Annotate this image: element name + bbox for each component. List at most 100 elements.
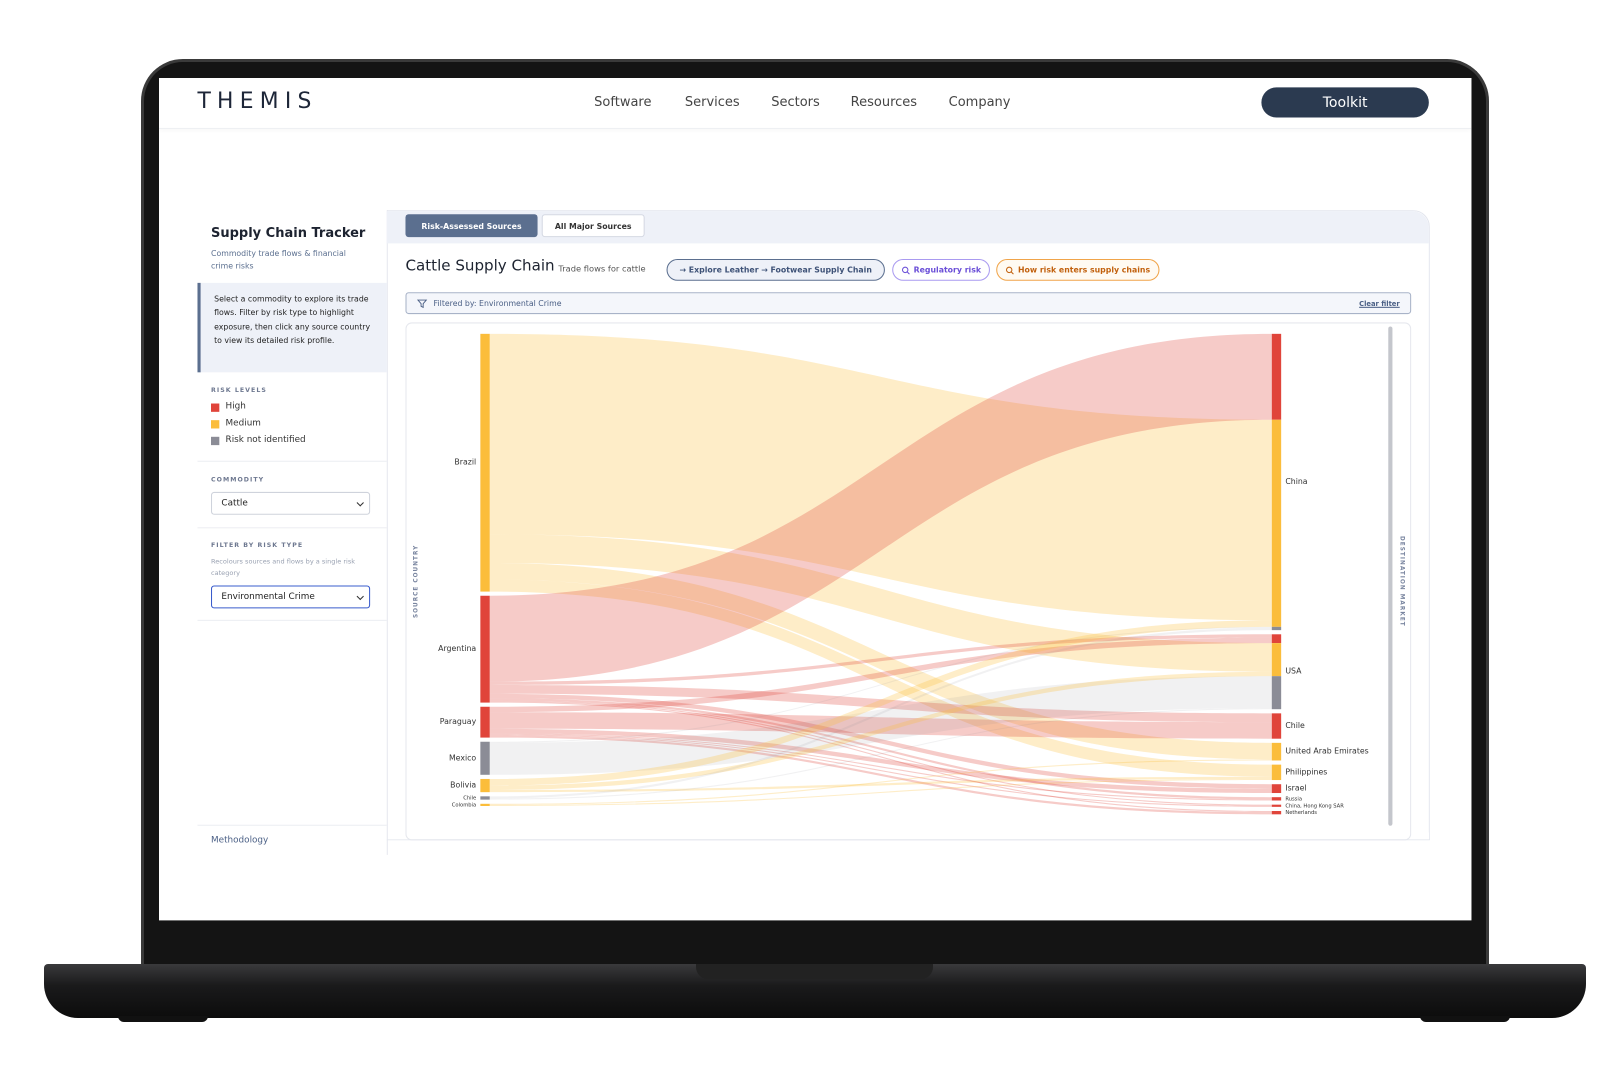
target-node-segment (1271, 804, 1282, 807)
flow (489, 728, 1272, 794)
legend-label: Risk not identified (225, 434, 306, 446)
flow (489, 693, 1272, 789)
nav-bar: THEMIS Software Services Sectors Resourc… (159, 78, 1472, 129)
divider (197, 527, 387, 529)
target-node-segment (1271, 713, 1282, 739)
divider (197, 619, 387, 621)
risk-type-select[interactable]: Environmental Crime (211, 585, 371, 609)
commodity-select[interactable]: Cattle (211, 491, 371, 515)
source-label: Argentina (438, 644, 476, 653)
flow (489, 627, 1272, 799)
flow (489, 620, 1272, 786)
sidebar: Supply Chain Tracker Commodity trade flo… (197, 210, 388, 855)
flow (489, 634, 1272, 685)
target-node-segment (1271, 797, 1282, 801)
flow (489, 712, 1272, 739)
flow (489, 735, 1272, 815)
target-label: Russia (1285, 796, 1302, 802)
flow (489, 778, 1272, 806)
source-label: Paraguay (440, 717, 477, 726)
nav-link[interactable]: Sectors (771, 93, 820, 110)
filter-description: Recolours sources and flows by a single … (211, 558, 356, 578)
filter-icon (416, 299, 428, 309)
flow (489, 701, 1272, 813)
target-label: Israel (1285, 784, 1306, 793)
target-node-segment (1271, 333, 1282, 420)
main-panel: Risk-Assessed Sources All Major Sources (386, 210, 1430, 841)
axis-label: SOURCE COUNTRY (413, 545, 419, 618)
source-node[interactable] (480, 803, 490, 806)
risk-entry-pill[interactable]: How risk enters supply chains (996, 258, 1160, 281)
nav-link[interactable]: Company (948, 93, 1011, 110)
methodology-link[interactable]: Methodology (211, 835, 269, 846)
section-heading: COMMODITY (211, 476, 265, 484)
target-label: China, Hong Kong SAR (1285, 803, 1344, 809)
scrollbar (1388, 326, 1393, 826)
logo[interactable]: THEMIS (197, 88, 318, 114)
nav-link[interactable]: Software (594, 93, 652, 110)
target-node-segment (1271, 742, 1282, 761)
tab[interactable]: All Major Sources (541, 214, 645, 238)
nav-link[interactable]: Resources (850, 93, 918, 110)
regulatory-pill[interactable]: Regulatory risk (892, 258, 990, 281)
flow (489, 759, 1272, 805)
target-label: China (1285, 477, 1307, 486)
target-label: Chile (1285, 721, 1305, 730)
source-label: Brazil (454, 458, 476, 467)
target-node-segment (1271, 634, 1282, 644)
flow (489, 733, 1272, 801)
tab-active[interactable]: Risk-Assessed Sources (405, 214, 538, 238)
target-node-segment (1271, 676, 1282, 710)
clear-filter[interactable]: Clear filter (1359, 299, 1400, 308)
source-label: Chile (463, 795, 476, 801)
filter-bar: Filtered by: Environmental Crime Clear f… (405, 292, 1412, 315)
source-node[interactable] (480, 796, 490, 800)
pill-label: Regulatory risk (913, 265, 982, 275)
flow (489, 562, 1272, 760)
search-icon (901, 266, 910, 274)
flow (489, 333, 1272, 682)
flow (489, 671, 1272, 790)
divider (197, 460, 387, 462)
target-node-segment (1271, 811, 1282, 815)
legend-swatch (211, 403, 220, 412)
flow (489, 700, 1272, 806)
target-node-segment (1271, 643, 1282, 677)
legend-swatch (211, 436, 220, 446)
source-node[interactable] (480, 333, 490, 592)
legend-swatch (211, 420, 220, 429)
section-heading: RISK LEVELS (211, 386, 267, 395)
search-icon (1005, 266, 1014, 274)
source-node[interactable] (480, 706, 490, 738)
flow (489, 698, 1272, 800)
laptop-notch (696, 964, 933, 979)
source-node[interactable] (480, 595, 490, 703)
target-node-segment (1271, 784, 1282, 794)
sidebar-subtitle: Commodity trade flows & financial crime … (211, 248, 346, 271)
flow (489, 676, 1272, 775)
laptop-foot (1420, 1016, 1510, 1022)
tab-bar: Risk-Assessed Sources All Major Sources (386, 211, 1429, 244)
flow (489, 734, 1272, 807)
nav-link[interactable]: Services (684, 93, 740, 110)
target-label: United Arab Emirates (1285, 747, 1368, 756)
target-node-segment (1271, 419, 1282, 627)
axis-label: DESTINATION MARKET (1398, 536, 1404, 627)
flow (489, 333, 1272, 621)
flow (489, 626, 1272, 743)
source-label: Mexico (449, 753, 476, 762)
intro-box: Select a commodity to explore its trade … (197, 282, 387, 373)
explore-pill[interactable]: → Explore Leather → Footwear Supply Chai… (666, 258, 885, 281)
flow (489, 684, 1272, 723)
toolkit-button[interactable]: Toolkit (1261, 87, 1429, 118)
target-label: USA (1285, 667, 1302, 676)
source-node[interactable] (480, 778, 490, 793)
target-node-segment (1271, 626, 1282, 631)
legend-label: Medium (225, 418, 261, 429)
source-node[interactable] (480, 741, 490, 775)
section-heading: FILTER BY RISK TYPE (211, 541, 304, 550)
pill-label: How risk enters supply chains (1018, 265, 1151, 275)
links (489, 333, 1272, 815)
